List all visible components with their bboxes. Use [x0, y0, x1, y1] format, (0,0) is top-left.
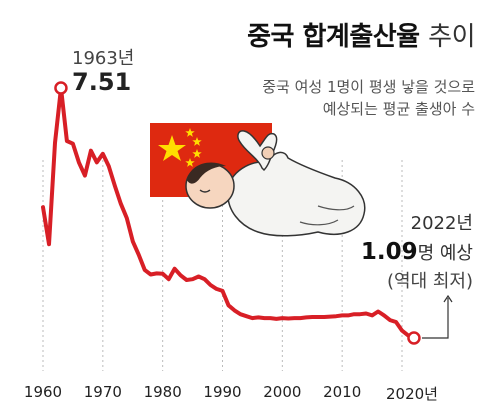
subtitle-line-1: 중국 여성 1명이 평생 낳을 것으로 — [262, 78, 475, 96]
sleeping-baby-illustration — [185, 130, 366, 237]
flag-small-star-1 — [185, 128, 195, 137]
flag-big-star — [158, 135, 186, 161]
baby-hand — [261, 146, 275, 160]
highlight-markers — [54, 81, 421, 345]
flag-small-star-4 — [185, 158, 195, 167]
x-tick-label-2000: 2000 — [263, 383, 302, 401]
highlight-point-1963 — [54, 81, 68, 95]
end-unit-label: 명 예상 — [417, 243, 473, 264]
subtitle-line-2: 예상되는 평균 출생아 수 — [322, 100, 475, 118]
chart-title-main: 중국 합계출산율 — [247, 22, 420, 52]
flag-small-star-3 — [192, 149, 202, 158]
end-value-label: 1.09 — [360, 239, 418, 265]
chart-subtitle: 중국 여성 1명이 평생 낳을 것으로 예상되는 평균 출생아 수 — [215, 76, 475, 120]
chart-title: 중국 합계출산율 추이 — [247, 16, 475, 53]
x-tick-label-1980: 1980 — [143, 383, 182, 401]
x-tick-label-2020: 2020년 — [386, 385, 438, 403]
x-tick-label-2010: 2010 — [323, 383, 362, 401]
flag-small-star-2 — [192, 137, 202, 146]
end-record-label: (역대 최저) — [386, 271, 473, 292]
end-year-label: 2022년 — [410, 213, 473, 234]
x-tick-label-1990: 1990 — [203, 383, 242, 401]
end-annotation: 2022년 1.09명 예상 (역대 최저) — [333, 210, 473, 296]
x-tick-label-1960: 1960 — [23, 383, 63, 401]
peak-value-label: 7.51 — [72, 68, 132, 96]
chart-title-suffix: 추이 — [428, 22, 475, 52]
end-value-leader-line — [421, 294, 453, 339]
baby-leg — [299, 205, 355, 226]
peak-year-label: 1963년 — [72, 48, 135, 69]
baby-hair — [187, 162, 226, 184]
birth-rate-line — [41, 86, 416, 340]
x-tick-label-1970: 1970 — [83, 383, 122, 401]
baby-eye — [199, 189, 211, 193]
highlight-point-2022 — [407, 331, 421, 345]
end-value-row: 1.09명 예상 — [333, 238, 473, 268]
